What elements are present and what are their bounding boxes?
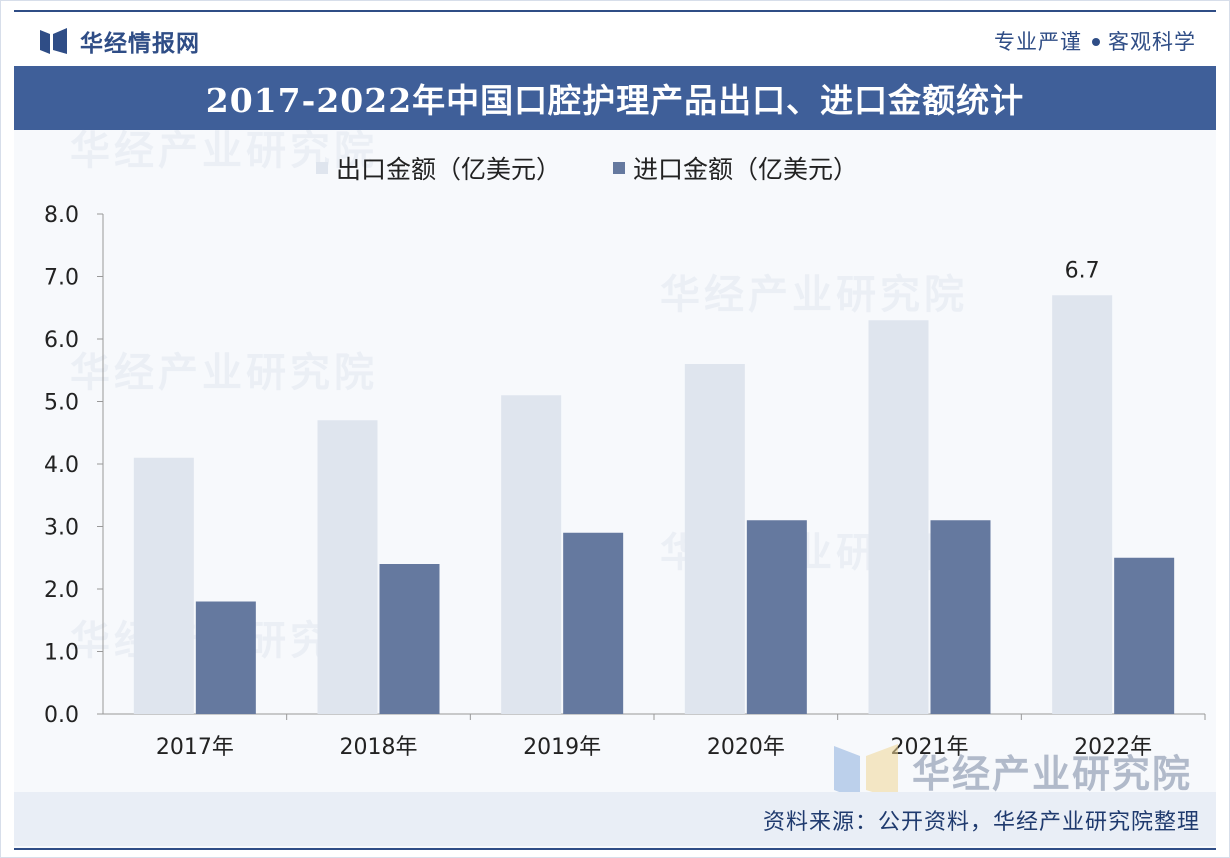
y-tick-label: 2.0	[44, 578, 79, 603]
legend-item-export: 出口金额（亿美元）	[316, 150, 561, 186]
brand-name: 华经情报网	[80, 31, 200, 57]
bar-import	[563, 532, 624, 714]
legend: 出口金额（亿美元） 进口金额（亿美元）	[316, 150, 858, 186]
bottom-rule	[14, 848, 1216, 850]
x-tick-label: 2021年	[891, 735, 969, 760]
watermark-corner-text: 华经产业研究院	[911, 751, 1192, 796]
title-bar: 2017-2022年中国口腔护理产品出口、进口金额统计	[14, 66, 1216, 130]
slogan-right: 客观科学	[1108, 30, 1196, 54]
bar-import	[379, 564, 440, 714]
bar-import	[195, 601, 256, 714]
bar-import	[1114, 557, 1175, 714]
y-tick-label: 6.0	[44, 328, 79, 353]
brand-logo-icon	[40, 28, 67, 54]
legend-label-import: 进口金额（亿美元）	[633, 155, 859, 184]
slogan-left: 专业严谨	[994, 30, 1082, 54]
watermark-corner: 华经产业研究院	[833, 740, 1192, 800]
x-tick-label: 2019年	[523, 735, 601, 760]
watermark-logo-icon	[833, 744, 898, 800]
y-tick-label: 1.0	[44, 641, 79, 666]
top-rule	[14, 10, 1216, 12]
y-tick-label: 7.0	[44, 266, 79, 291]
legend-label-export: 出口金额（亿美元）	[336, 155, 562, 184]
bar-export	[868, 320, 929, 714]
bar-import	[930, 520, 991, 714]
bar-import	[746, 520, 807, 714]
x-tick-label: 2018年	[340, 735, 418, 760]
source-bar	[14, 792, 1216, 846]
bar-export	[684, 364, 745, 714]
slogan: 专业严谨 客观科学	[994, 26, 1196, 56]
slogan-dot-icon	[1092, 37, 1100, 46]
chart-background	[14, 130, 1216, 848]
x-tick-label: 2022年	[1074, 735, 1152, 760]
y-tick-label: 4.0	[44, 453, 79, 478]
x-tick-label: 2020年	[707, 735, 785, 760]
legend-swatch-export	[316, 162, 328, 174]
y-tick-label: 8.0	[44, 203, 79, 228]
bar-export	[1052, 295, 1113, 714]
legend-item-import: 进口金额（亿美元）	[613, 150, 858, 186]
y-tick-label: 5.0	[44, 391, 79, 416]
bar-export	[501, 395, 562, 714]
y-tick-label: 0.0	[44, 703, 79, 728]
x-tick-label: 2017年	[156, 735, 234, 760]
bar-export	[317, 420, 378, 714]
chart-title: 2017-2022年中国口腔护理产品出口、进口金额统计	[205, 81, 1025, 120]
bar-export	[133, 457, 194, 714]
y-tick-label: 3.0	[44, 516, 79, 541]
source-text: 资料来源：公开资料，华经产业研究院整理	[762, 810, 1200, 835]
legend-swatch-import	[613, 162, 626, 174]
brand: 华经情报网	[40, 24, 200, 58]
data-label: 6.7	[1065, 258, 1100, 283]
